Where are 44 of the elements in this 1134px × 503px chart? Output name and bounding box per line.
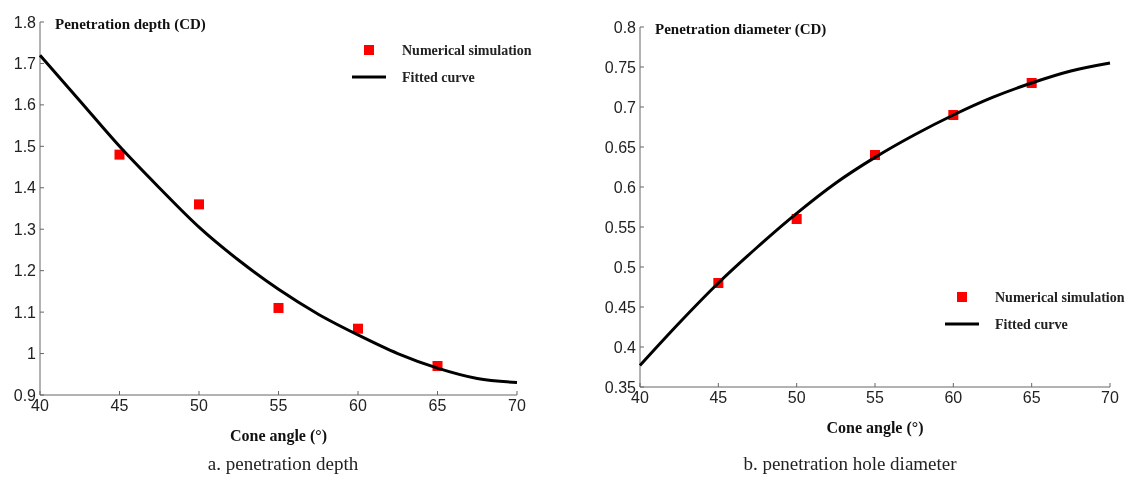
y-tick-label: 0.75 bbox=[604, 58, 637, 76]
legend-label: Fitted curve bbox=[995, 316, 1068, 332]
x-tick-label: 65 bbox=[1022, 389, 1041, 406]
y-tick-label: 0.5 bbox=[613, 258, 637, 276]
y-tick-label: 0.65 bbox=[604, 138, 637, 156]
y-tick-label: 1.4 bbox=[13, 179, 37, 197]
y-tick-label: 1.1 bbox=[13, 303, 37, 321]
point bbox=[114, 149, 125, 160]
y-tick-label: 1.6 bbox=[13, 96, 37, 114]
x-tick-label: 45 bbox=[709, 389, 728, 406]
y-tick-label: 1 bbox=[27, 345, 37, 363]
x-axis-title: Cone angle (°) bbox=[229, 427, 328, 445]
line-series bbox=[38, 53, 519, 385]
y-tick-label: 1.3 bbox=[13, 220, 37, 238]
x-tick-label: 55 bbox=[866, 389, 884, 406]
x-tick-label: 55 bbox=[269, 397, 288, 414]
x-tick-label: 45 bbox=[110, 397, 129, 414]
x-tick-label: 65 bbox=[428, 397, 447, 414]
y-tick-label: 0.4 bbox=[613, 338, 637, 356]
y-tick-label: 0.6 bbox=[613, 178, 637, 196]
point bbox=[273, 302, 284, 313]
y-tick-label: 0.55 bbox=[604, 218, 637, 236]
y-axis-title: Penetration diameter (CD) bbox=[655, 21, 827, 38]
y-tick-label: 0.8 bbox=[613, 18, 637, 36]
legend-label: Numerical simulation bbox=[402, 42, 532, 58]
x-tick-label: 50 bbox=[787, 389, 806, 406]
y-tick-label: 1.2 bbox=[13, 262, 37, 280]
legend-label: Fitted curve bbox=[402, 69, 475, 85]
point bbox=[194, 199, 204, 210]
x-tick-label: 70 bbox=[508, 397, 526, 414]
y-tick-label: 0.45 bbox=[604, 298, 637, 316]
y-tick-label: 1.8 bbox=[13, 13, 37, 31]
x-tick-label: 60 bbox=[349, 397, 367, 414]
y-tick-label: 0.7 bbox=[613, 98, 637, 116]
y-tick-label: 1.5 bbox=[13, 137, 37, 155]
x-tick-label: 60 bbox=[944, 389, 963, 406]
y-tick-label: 1.7 bbox=[13, 55, 37, 73]
x-tick-label: 70 bbox=[1101, 389, 1119, 406]
text: a. penetration depth bbox=[207, 453, 359, 474]
text: b. penetration hole diameter bbox=[743, 453, 958, 474]
x-axis-title: Cone angle (°) bbox=[826, 419, 924, 437]
legend-label: Numerical simulation bbox=[995, 289, 1125, 305]
y-axis-title: Penetration depth (CD) bbox=[55, 16, 206, 33]
x-tick-label: 50 bbox=[190, 397, 208, 414]
